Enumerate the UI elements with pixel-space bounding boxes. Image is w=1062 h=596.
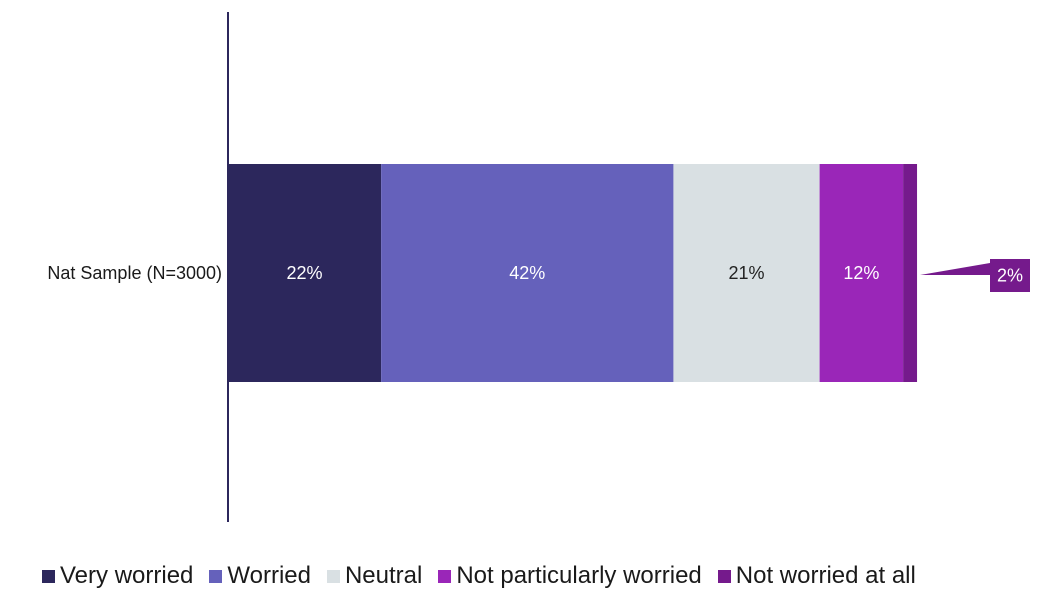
chart-legend: Very worried Worried Neutral Not particular…	[42, 562, 916, 590]
value-label-not-particularly-worried: 12%	[843, 263, 879, 283]
legend-label: Worried	[227, 562, 311, 589]
legend-label: Not particularly worried	[456, 562, 702, 589]
value-labels: 22% 42% 21% 12% 2%	[287, 259, 1030, 292]
legend-label: Not worried at all	[735, 562, 916, 589]
legend-swatch	[438, 569, 452, 583]
legend-swatch	[326, 569, 340, 583]
legend-item-worried: Worried	[209, 562, 311, 590]
bar-segment-very-worried	[228, 164, 382, 382]
category-label: Nat Sample (N=3000)	[47, 263, 222, 283]
legend-swatch	[42, 569, 55, 583]
legend-label: Very worried	[60, 562, 194, 589]
bar-segment-not-worried-at-all	[903, 164, 918, 382]
value-label-neutral: 21%	[729, 263, 765, 283]
category-labels: Nat Sample (N=3000)	[47, 263, 222, 283]
value-label-very-worried: 22%	[287, 263, 323, 283]
bar-segment-neutral	[673, 164, 820, 382]
legend-item-very-worried: Very worried	[42, 562, 193, 590]
value-label-worried: 42%	[509, 263, 545, 283]
legend-item-not-particularly-worried: Not particularly worried	[438, 562, 702, 590]
legend-swatch	[209, 569, 223, 583]
callout-pointer	[920, 263, 990, 275]
legend-item-neutral: Neutral	[326, 562, 423, 590]
callout-box	[990, 259, 1030, 292]
value-label-not-worried-at-all: 2%	[997, 266, 1023, 286]
legend-swatch	[717, 569, 731, 583]
bar-segment-not-particularly-worried	[819, 164, 904, 382]
legend-item-not-worried-at-all: Not worried at all	[717, 562, 916, 590]
legend-label: Neutral	[344, 562, 423, 589]
bar-segments	[228, 164, 918, 382]
bar-segment-worried	[381, 164, 674, 382]
